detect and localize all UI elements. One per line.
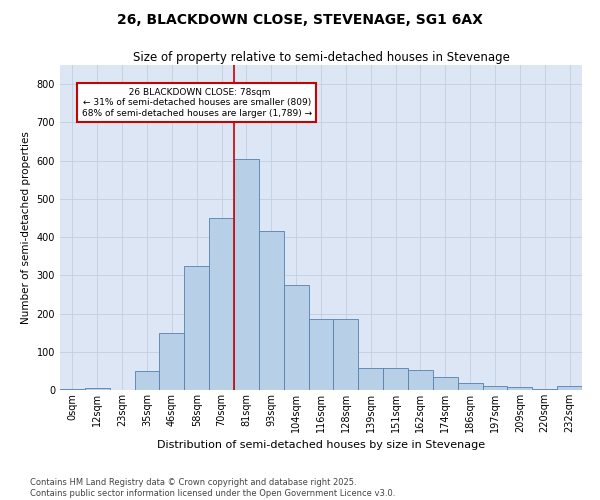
Text: Contains HM Land Registry data © Crown copyright and database right 2025.
Contai: Contains HM Land Registry data © Crown c…: [30, 478, 395, 498]
Bar: [234, 158, 259, 390]
Bar: [308, 320, 334, 390]
Bar: [134, 371, 160, 390]
Bar: [160, 332, 184, 390]
Bar: [482, 386, 508, 390]
X-axis label: Distribution of semi-detached houses by size in Stevenage: Distribution of semi-detached houses by …: [157, 440, 485, 450]
Bar: [508, 387, 532, 390]
Bar: [60, 389, 85, 390]
Bar: [259, 232, 284, 390]
Bar: [458, 383, 482, 390]
Bar: [532, 389, 557, 390]
Bar: [334, 320, 358, 390]
Bar: [209, 218, 234, 390]
Bar: [358, 368, 383, 390]
Bar: [284, 285, 308, 390]
Y-axis label: Number of semi-detached properties: Number of semi-detached properties: [21, 131, 31, 324]
Bar: [557, 386, 582, 390]
Bar: [85, 388, 110, 390]
Bar: [184, 266, 209, 390]
Bar: [408, 370, 433, 390]
Title: Size of property relative to semi-detached houses in Stevenage: Size of property relative to semi-detach…: [133, 51, 509, 64]
Text: 26 BLACKDOWN CLOSE: 78sqm
← 31% of semi-detached houses are smaller (809)
68% of: 26 BLACKDOWN CLOSE: 78sqm ← 31% of semi-…: [82, 88, 312, 118]
Bar: [433, 376, 458, 390]
Text: 26, BLACKDOWN CLOSE, STEVENAGE, SG1 6AX: 26, BLACKDOWN CLOSE, STEVENAGE, SG1 6AX: [117, 12, 483, 26]
Bar: [383, 368, 408, 390]
